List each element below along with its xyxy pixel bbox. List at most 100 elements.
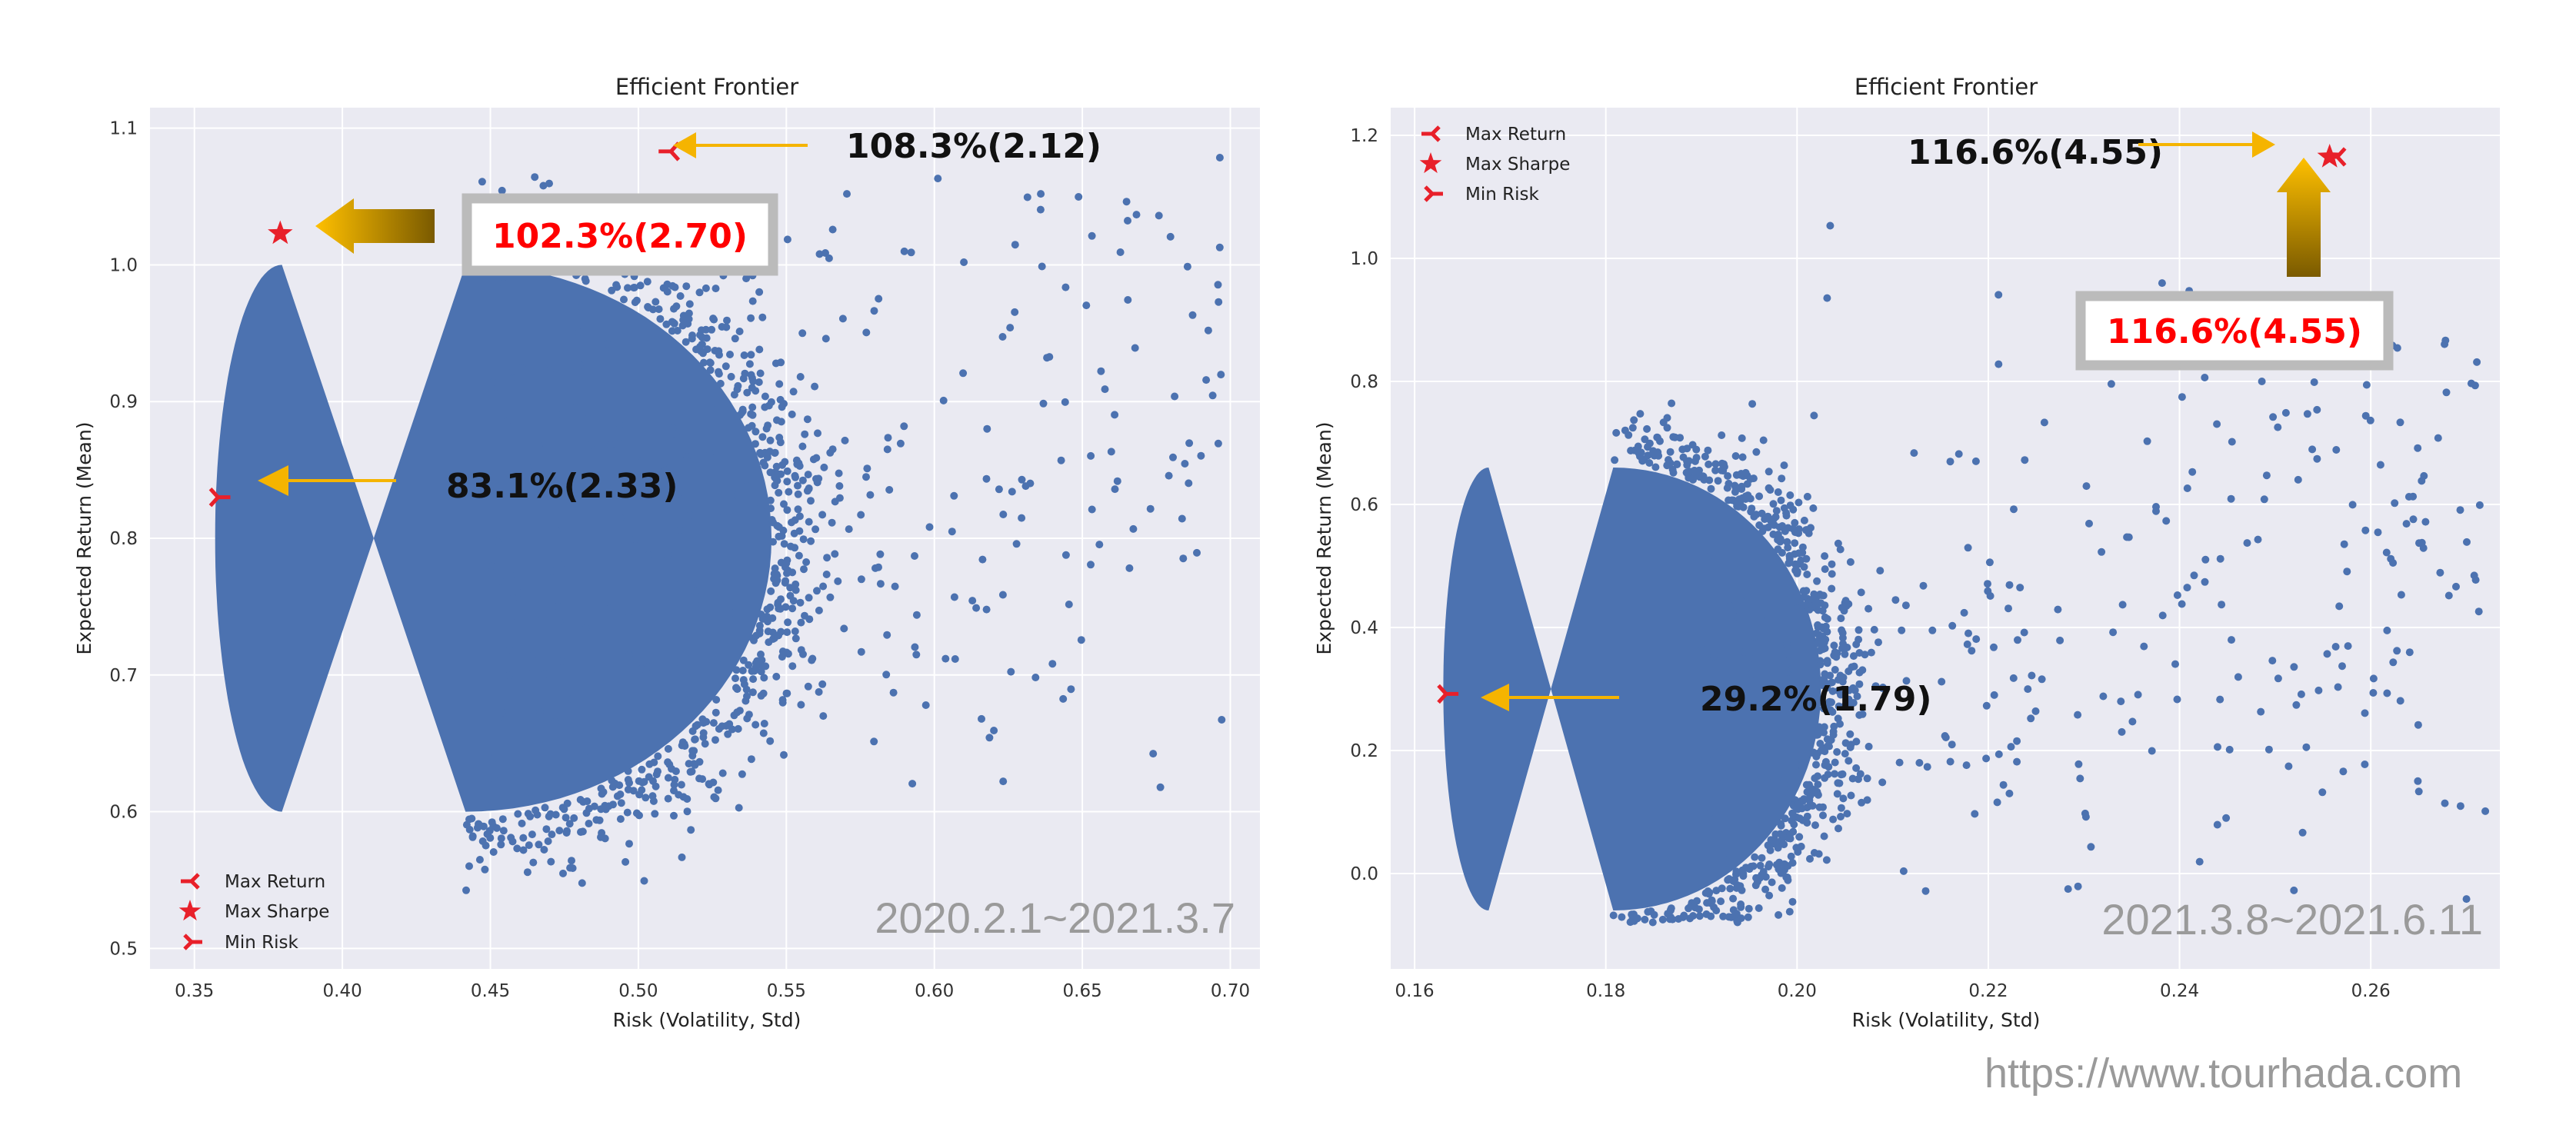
scatter-point: [1650, 910, 1658, 919]
scatter-point: [900, 247, 908, 255]
scatter-point: [863, 464, 871, 473]
scatter-point: [2038, 675, 2046, 684]
scatter-point: [1766, 486, 1775, 494]
scatter-point: [866, 491, 875, 499]
scatter-point: [2118, 601, 2127, 609]
scatter-point: [558, 657, 566, 665]
scatter-point: [698, 775, 707, 784]
scatter-point: [751, 387, 760, 395]
y-tick-label: 1.0: [109, 255, 138, 275]
scatter-point: [524, 810, 532, 818]
scatter-point: [622, 857, 630, 866]
scatter-point: [1011, 241, 1019, 249]
scatter-point: [1830, 641, 1838, 650]
scatter-point: [1124, 296, 1132, 304]
annotation-max-return-left: 108.3%(2.12): [673, 127, 1101, 166]
scatter-point: [2302, 743, 2311, 751]
scatter-point: [1778, 474, 1786, 483]
legend-max-sharpe-label: Max Sharpe: [225, 902, 329, 922]
scatter-point: [586, 441, 595, 449]
scatter-point: [1690, 466, 1698, 474]
scatter-point: [2414, 787, 2423, 796]
scatter-point: [2292, 701, 2301, 709]
scatter-point: [1648, 918, 1657, 927]
scatter-point: [815, 250, 824, 258]
scatter-point: [1748, 670, 1756, 678]
scatter-point: [637, 664, 645, 673]
scatter-point: [468, 814, 476, 823]
scatter-point: [2393, 344, 2401, 352]
scatter-point: [683, 491, 691, 499]
scatter-point: [1814, 781, 1822, 789]
legend-min-risk-icon: [1424, 185, 1443, 202]
scatter-point: [1858, 798, 1866, 807]
scatter-point: [948, 528, 956, 536]
scatter-point: [1984, 580, 1991, 588]
scatter-point: [1618, 913, 1626, 921]
annotation-min-risk-text: 29.2%(1.79): [1700, 680, 1931, 719]
scatter-point: [2318, 788, 2327, 797]
scatter-point: [2441, 340, 2449, 348]
scatter-point: [818, 680, 827, 688]
scatter-point: [2213, 820, 2221, 829]
scatter-point: [1690, 473, 1698, 481]
scatter-point: [668, 424, 677, 432]
scatter-point: [819, 712, 828, 721]
scatter-point: [638, 786, 646, 794]
scatter-point: [1715, 747, 1724, 756]
scatter-point: [645, 551, 653, 559]
scatter-point: [638, 765, 646, 774]
scatter-point: [644, 662, 652, 671]
scatter-point: [713, 404, 721, 413]
scatter-point: [2471, 576, 2480, 584]
chart-right-xlabel: Risk (Volatility, Std): [1852, 1009, 2041, 1031]
scatter-point: [643, 278, 651, 286]
scatter-point: [2074, 882, 2082, 890]
scatter-point: [740, 680, 748, 688]
scatter-point: [714, 786, 722, 794]
scatter-point: [1636, 410, 1645, 418]
scatter-point: [1725, 854, 1734, 863]
scatter-point: [2393, 647, 2401, 655]
scatter-point: [699, 358, 708, 367]
scatter-point: [666, 463, 675, 471]
scatter-point: [642, 794, 650, 802]
scatter-point: [1938, 677, 1946, 686]
scatter-point: [2264, 745, 2273, 754]
scatter-point: [1061, 398, 1069, 406]
scatter-point: [688, 751, 697, 760]
scatter-point: [1695, 912, 1704, 920]
scatter-point: [685, 309, 693, 318]
x-tick-label: 0.18: [1586, 981, 1625, 1001]
scatter-point: [1824, 771, 1832, 779]
scatter-point: [822, 571, 831, 578]
scatter-point: [1673, 460, 1681, 468]
scatter-point: [1737, 914, 1745, 923]
scatter-point: [828, 225, 837, 234]
scatter-point: [2216, 695, 2224, 704]
scatter-point: [2124, 533, 2133, 541]
scatter-point: [1683, 444, 1691, 453]
scatter-point: [615, 421, 624, 429]
scatter-point: [1770, 521, 1778, 529]
scatter-point: [2334, 683, 2342, 691]
scatter-point: [1778, 884, 1786, 892]
scatter-point: [1204, 326, 1212, 335]
scatter-point: [733, 491, 741, 499]
scatter-point: [739, 656, 748, 664]
scatter-point: [1788, 664, 1797, 673]
scatter-point: [747, 314, 755, 322]
scatter-point: [628, 637, 636, 645]
scatter-point: [1208, 391, 1217, 400]
scatter-point: [862, 328, 871, 337]
scatter-point: [2436, 568, 2444, 577]
scatter-point: [757, 651, 765, 658]
scatter-point: [1097, 367, 1105, 375]
scatter-point: [1738, 434, 1746, 442]
legend-min-risk-label: Min Risk: [225, 933, 298, 953]
scatter-point: [2362, 381, 2371, 389]
scatter-point: [857, 575, 865, 584]
scatter-point: [1717, 897, 1725, 906]
scatter-point: [2005, 581, 2014, 589]
scatter-point: [788, 410, 796, 418]
